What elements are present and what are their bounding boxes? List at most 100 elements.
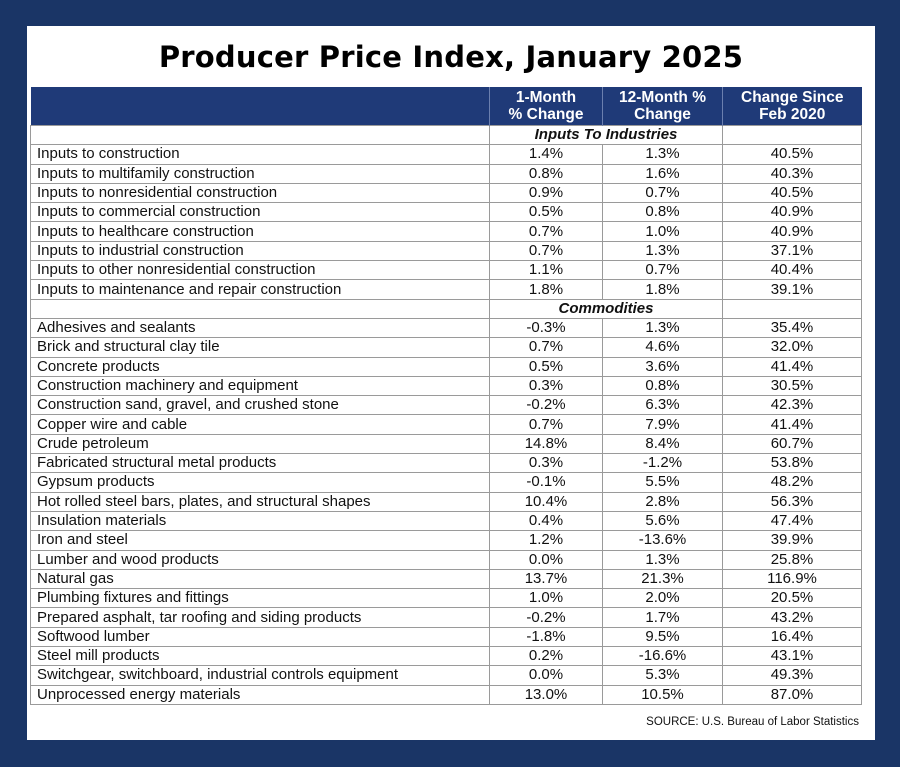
ppi-card: Producer Price Index, January 2025 1-Mon… (27, 26, 875, 740)
twelve-month-change: 21.3% (602, 568, 723, 590)
header-item (30, 87, 490, 126)
twelve-month-change: 8.4% (602, 433, 723, 455)
table-row: Copper wire and cable 0.7% 7.9% 41.4% (30, 414, 862, 435)
row-label: Hot rolled steel bars, plates, and struc… (30, 491, 490, 512)
table-row: Inputs to construction 1.4% 1.3% 40.5% (30, 144, 862, 165)
row-label: Inputs to maintenance and repair constru… (30, 279, 490, 300)
change-since-feb-2020: 35.4% (722, 317, 862, 339)
twelve-month-change: 1.3% (602, 317, 723, 339)
row-label: Unprocessed energy materials (30, 684, 490, 705)
row-label: Brick and structural clay tile (30, 337, 490, 358)
table-row: Inputs to maintenance and repair constru… (30, 279, 862, 300)
twelve-month-change: 6.3% (602, 395, 723, 416)
one-month-change: 0.5% (489, 356, 603, 377)
change-since-feb-2020: 41.4% (722, 356, 862, 377)
row-label: Inputs to construction (30, 144, 490, 165)
twelve-month-change: 2.0% (602, 588, 723, 609)
table-row: Adhesives and sealants -0.3% 1.3% 35.4% (30, 317, 862, 339)
twelve-month-change: 1.8% (602, 279, 723, 300)
table-row: Crude petroleum 14.8% 8.4% 60.7% (30, 433, 862, 455)
table-row: Inputs to healthcare construction 0.7% 1.0… (30, 221, 862, 242)
table-row: Steel mill products 0.2% -16.6% 43.1% (30, 646, 862, 667)
twelve-month-change: 0.8% (602, 375, 723, 397)
one-month-change: 0.7% (489, 414, 603, 435)
change-since-feb-2020: 48.2% (722, 472, 862, 493)
row-label: Insulation materials (30, 510, 490, 532)
row-label: Inputs to nonresidential construction (30, 182, 490, 204)
change-since-feb-2020: 40.4% (722, 260, 862, 281)
row-label: Steel mill products (30, 646, 490, 667)
change-since-feb-2020: 30.5% (722, 375, 862, 397)
change-since-feb-2020: 43.2% (722, 607, 862, 628)
change-since-feb-2020: 60.7% (722, 433, 862, 455)
table-row: Natural gas 13.7% 21.3% 116.9% (30, 568, 862, 590)
change-since-feb-2020: 116.9% (722, 568, 862, 590)
twelve-month-change: 1.3% (602, 144, 723, 165)
change-since-feb-2020: 37.1% (722, 240, 862, 262)
header-twelve-month-line2: Change (634, 106, 691, 123)
one-month-change: 13.7% (489, 568, 603, 590)
table-row: Concrete products 0.5% 3.6% 41.4% (30, 356, 862, 377)
table-row: Softwood lumber -1.8% 9.5% 16.4% (30, 626, 862, 648)
twelve-month-change: 4.6% (602, 337, 723, 358)
twelve-month-change: 5.3% (602, 665, 723, 686)
row-label: Inputs to industrial construction (30, 240, 490, 262)
table-row: Construction sand, gravel, and crushed s… (30, 395, 862, 416)
table-row: Lumber and wood products 0.0% 1.3% 25.8% (30, 549, 862, 570)
change-since-feb-2020: 16.4% (722, 626, 862, 648)
table-row: Unprocessed energy materials 13.0% 10.5% 87… (30, 684, 862, 705)
twelve-month-change: 1.3% (602, 240, 723, 262)
row-label: Inputs to commercial construction (30, 202, 490, 223)
section-header-row: Inputs To Industries (30, 124, 862, 146)
one-month-change: -1.8% (489, 626, 603, 648)
table-row: Switchgear, switchboard, industrial cont… (30, 665, 862, 686)
header-row: 1-Month % Change 12-Month % Change Chang… (30, 87, 862, 126)
twelve-month-change: 0.8% (602, 202, 723, 223)
one-month-change: 1.4% (489, 144, 603, 165)
twelve-month-change: 0.7% (602, 260, 723, 281)
change-since-feb-2020: 53.8% (722, 453, 862, 474)
twelve-month-change: 0.7% (602, 182, 723, 204)
ppi-table: 1-Month % Change 12-Month % Change Chang… (30, 87, 862, 705)
twelve-month-change: 1.3% (602, 549, 723, 570)
one-month-change: -0.2% (489, 607, 603, 628)
table-row: Iron and steel 1.2% -13.6% 39.9% (30, 530, 862, 551)
twelve-month-change: -13.6% (602, 530, 723, 551)
twelve-month-change: 1.6% (602, 163, 723, 184)
header-change-since-line2: Feb 2020 (759, 106, 826, 123)
one-month-change: -0.2% (489, 395, 603, 416)
table-row: Gypsum products -0.1% 5.5% 48.2% (30, 472, 862, 493)
one-month-change: 0.7% (489, 240, 603, 262)
row-label: Construction sand, gravel, and crushed s… (30, 395, 490, 416)
one-month-change: 14.8% (489, 433, 603, 455)
section-title: Commodities (489, 298, 723, 319)
one-month-change: 0.4% (489, 510, 603, 532)
twelve-month-change: 1.0% (602, 221, 723, 242)
twelve-month-change: 2.8% (602, 491, 723, 512)
one-month-change: 0.3% (489, 375, 603, 397)
one-month-change: 0.7% (489, 221, 603, 242)
change-since-feb-2020: 25.8% (722, 549, 862, 570)
row-label: Lumber and wood products (30, 549, 490, 570)
row-label: Softwood lumber (30, 626, 490, 648)
change-since-feb-2020: 87.0% (722, 684, 862, 705)
one-month-change: 0.8% (489, 163, 603, 184)
section-title: Inputs To Industries (489, 124, 723, 146)
table-row: Brick and structural clay tile 0.7% 4.6% 32… (30, 337, 862, 358)
one-month-change: 0.0% (489, 665, 603, 686)
twelve-month-change: -16.6% (602, 646, 723, 667)
row-label: Natural gas (30, 568, 490, 590)
change-since-feb-2020: 40.3% (722, 163, 862, 184)
one-month-change: 0.7% (489, 337, 603, 358)
one-month-change: 0.2% (489, 646, 603, 667)
row-label: Switchgear, switchboard, industrial cont… (30, 665, 490, 686)
one-month-change: 1.1% (489, 260, 603, 281)
change-since-feb-2020: 42.3% (722, 395, 862, 416)
table-row: Inputs to industrial construction 0.7% 1.3… (30, 240, 862, 262)
row-label: Construction machinery and equipment (30, 375, 490, 397)
change-since-feb-2020: 56.3% (722, 491, 862, 512)
twelve-month-change: 10.5% (602, 684, 723, 705)
one-month-change: -0.1% (489, 472, 603, 493)
change-since-feb-2020: 39.9% (722, 530, 862, 551)
header-one-month-line1: 1-Month (515, 89, 577, 106)
